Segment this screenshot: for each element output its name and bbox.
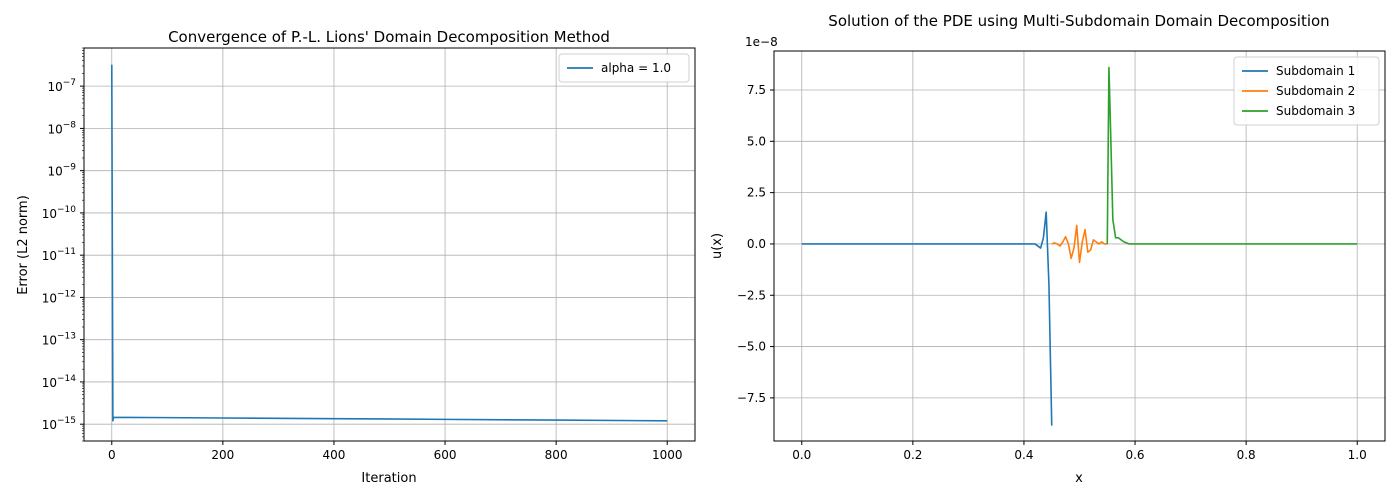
y-tick-exponent: −11 xyxy=(57,247,76,257)
y-tick-base: 10 xyxy=(42,291,57,305)
chart-title: Convergence of P.-L. Lions' Domain Decom… xyxy=(168,28,610,46)
x-tick-label: 1.0 xyxy=(1348,448,1367,462)
x-tick-label: 0 xyxy=(108,448,116,462)
y-tick-exponent: −14 xyxy=(57,374,76,384)
x-ticks: 0 200 400 600 800 1000 xyxy=(108,441,683,462)
y-tick-base: 10 xyxy=(42,418,57,432)
y-axis-label: u(x) xyxy=(710,233,725,259)
x-tick-label: 200 xyxy=(211,448,234,462)
y-tick-exponent: −12 xyxy=(57,289,76,299)
legend-label: Subdomain 3 xyxy=(1276,104,1355,118)
x-tick-label: 800 xyxy=(545,448,568,462)
y-tick-base: 10 xyxy=(42,334,57,348)
series-layer xyxy=(110,64,668,422)
solution-chart: Solution of the PDE using Multi-Subdomai… xyxy=(710,12,1386,486)
legend: Subdomain 1 Subdomain 2 Subdomain 3 xyxy=(1233,56,1380,126)
y-tick-label: 2.5 xyxy=(747,186,766,200)
x-tick-label: 0.6 xyxy=(1125,448,1144,462)
y-tick-label: −2.5 xyxy=(737,288,766,302)
x-tick-label: 1000 xyxy=(652,448,683,462)
y-tick-label: 5.0 xyxy=(747,134,766,148)
y-ticks: −7.5 −5.0 −2.5 0.0 2.5 5.0 7.5 xyxy=(737,83,774,405)
y-tick-label: 7.5 xyxy=(747,83,766,97)
x-tick-label: 600 xyxy=(434,448,457,462)
y-ticks: 10−1510−1410−1310−1210−1110−1010−910−810… xyxy=(42,47,84,442)
y-tick-label: 10−7 xyxy=(47,78,76,94)
legend-label: Subdomain 2 xyxy=(1276,84,1355,98)
series-line-alpha-1-0 xyxy=(110,64,668,422)
y-tick-base: 10 xyxy=(47,122,62,136)
y-tick-exponent: −13 xyxy=(57,332,76,342)
y-tick-exponent: −8 xyxy=(63,120,77,130)
y-tick-base: 10 xyxy=(42,207,57,221)
series-layer xyxy=(801,66,1358,426)
x-tick-label: 0.0 xyxy=(792,448,811,462)
y-tick-exponent: −7 xyxy=(63,78,76,88)
y-axis-label: Error (L2 norm) xyxy=(16,195,31,295)
x-tick-label: 400 xyxy=(323,448,346,462)
y-tick-base: 10 xyxy=(42,376,57,390)
y-tick-base: 10 xyxy=(47,80,62,94)
y-tick-label: −7.5 xyxy=(737,391,766,405)
legend-box xyxy=(1233,56,1380,126)
legend-label: Subdomain 1 xyxy=(1276,64,1355,78)
grid xyxy=(84,48,695,441)
y-tick-label: 10−10 xyxy=(42,205,77,221)
y-tick-label: 10−8 xyxy=(47,120,76,136)
y-tick-base: 10 xyxy=(47,165,62,179)
plot-frame xyxy=(773,50,1386,442)
series-line-subdomain-3 xyxy=(1106,66,1358,245)
y-tick-exponent: −15 xyxy=(57,416,76,426)
plot-frame xyxy=(83,47,696,442)
y-tick-label: 10−13 xyxy=(42,332,76,348)
legend: alpha = 1.0 xyxy=(558,53,690,83)
y-tick-label: 10−9 xyxy=(47,163,76,179)
y-tick-label: 0.0 xyxy=(747,237,766,251)
legend-box xyxy=(558,53,690,83)
x-ticks: 0.0 0.2 0.4 0.6 0.8 1.0 xyxy=(792,441,1367,462)
x-tick-label: 0.2 xyxy=(903,448,922,462)
legend-label: alpha = 1.0 xyxy=(601,61,671,75)
y-offset-text: 1e−8 xyxy=(745,35,778,49)
y-tick-label: 10−14 xyxy=(42,374,77,390)
y-tick-exponent: −9 xyxy=(63,163,77,173)
y-tick-label: 10−12 xyxy=(42,289,76,305)
x-tick-label: 0.8 xyxy=(1237,448,1256,462)
y-tick-label: −5.0 xyxy=(737,340,766,354)
y-tick-base: 10 xyxy=(42,249,57,263)
x-axis-label: x xyxy=(1075,471,1083,486)
chart-title: Solution of the PDE using Multi-Subdomai… xyxy=(828,12,1329,30)
x-tick-label: 0.4 xyxy=(1014,448,1033,462)
series-line-subdomain-1 xyxy=(801,211,1053,426)
y-tick-label: 10−11 xyxy=(42,247,76,263)
y-tick-label: 10−15 xyxy=(42,416,76,432)
y-tick-exponent: −10 xyxy=(57,205,76,215)
x-axis-label: Iteration xyxy=(361,471,416,486)
grid xyxy=(774,51,1385,441)
convergence-chart: Convergence of P.-L. Lions' Domain Decom… xyxy=(16,28,696,486)
series-line-subdomain-2 xyxy=(1051,224,1108,264)
